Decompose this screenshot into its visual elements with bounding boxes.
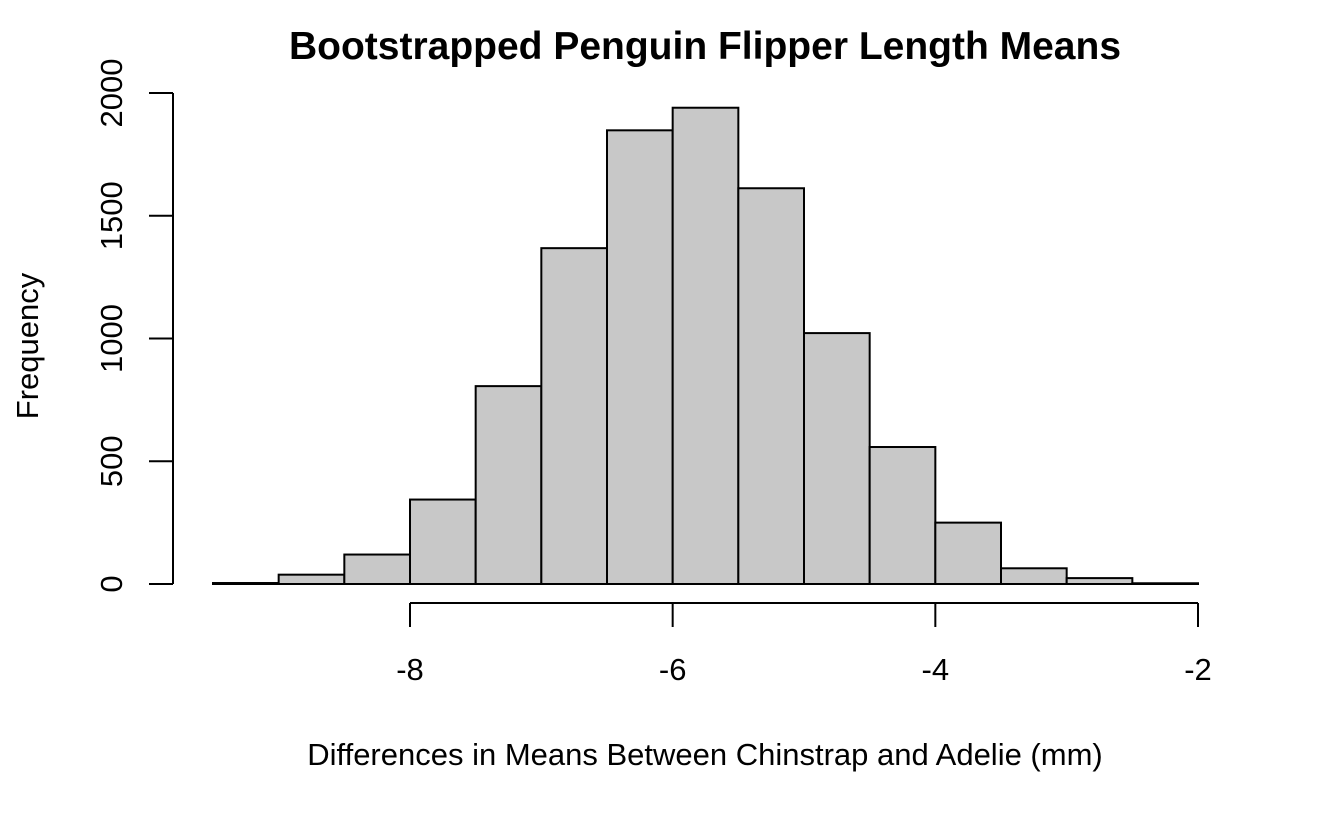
y-axis-label: Frequency xyxy=(10,272,45,419)
y-tick-label: 1000 xyxy=(94,304,129,373)
histogram-bar xyxy=(1065,577,1134,585)
x-tick-label: -2 xyxy=(1184,652,1212,687)
y-axis: 0 500 1000 1500 2000 xyxy=(94,59,174,593)
histogram-bar xyxy=(803,332,871,585)
x-tick-label: -6 xyxy=(659,652,687,687)
histogram-bars xyxy=(212,106,1199,586)
histogram-bar xyxy=(540,247,609,585)
histogram-bar xyxy=(934,521,1003,586)
histogram-bar xyxy=(868,446,937,586)
x-axis-label: Differences in Means Between Chinstrap a… xyxy=(307,737,1102,772)
histogram-bar xyxy=(474,385,543,585)
histogram-bar xyxy=(343,553,411,585)
y-tick-label: 1500 xyxy=(94,181,129,250)
histogram-bar xyxy=(277,573,346,585)
histogram-bar xyxy=(737,187,806,585)
x-axis: -8 -6 -4 -2 xyxy=(396,602,1212,687)
y-tick-label: 500 xyxy=(94,435,129,487)
histogram-bar xyxy=(606,129,674,585)
histogram-bar xyxy=(1131,582,1199,586)
histogram-bar xyxy=(212,582,280,586)
x-tick-label: -8 xyxy=(396,652,424,687)
histogram-bar xyxy=(409,498,477,585)
y-tick-label: 2000 xyxy=(94,59,129,128)
x-tick-label: -4 xyxy=(922,652,950,687)
chart-title: Bootstrapped Penguin Flipper Length Mean… xyxy=(289,25,1121,68)
histogram-bar xyxy=(1000,567,1068,585)
y-tick-label: 0 xyxy=(94,575,129,592)
histogram-bar xyxy=(671,106,740,585)
